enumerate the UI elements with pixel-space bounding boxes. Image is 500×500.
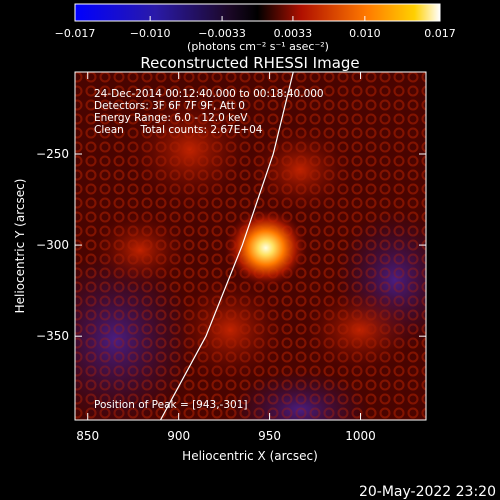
y-tick-label: −250 (36, 147, 69, 161)
x-tick-label: 850 (76, 429, 99, 443)
colorbar-unit-label: (photons cm⁻² s⁻¹ asec⁻²) (187, 40, 329, 53)
colorbar-ticks: −0.017 −0.010 −0.0033 0.0033 0.010 0.017 (55, 16, 456, 40)
x-axis-label: Heliocentric X (arcsec) (182, 449, 318, 463)
annotation-energy-range: Energy Range: 6.0 - 12.0 keV (94, 112, 248, 124)
y-tick-label: −300 (36, 238, 69, 252)
footer-date: 20-May-2022 23:20 (359, 484, 496, 500)
colorbar (74, 3, 441, 22)
plot-frame (74, 71, 427, 421)
colorbar-tick-label: 0.010 (349, 27, 381, 40)
colorbar-tick-label: 0.0033 (274, 27, 313, 40)
axis-ticks: 850 900 950 1000 −250 −300 −350 (36, 72, 426, 443)
colorbar-tick-label: −0.0033 (198, 27, 246, 40)
x-tick-label: 950 (258, 429, 281, 443)
chart-title: Reconstructed RHESSI Image (140, 54, 359, 72)
y-tick-label: −350 (36, 329, 69, 343)
heatmap-image (75, 72, 426, 420)
annotation-detectors: Detectors: 3F 6F 7F 9F, Att 0 (94, 100, 245, 112)
colorbar-tick-label: −0.017 (55, 27, 96, 40)
y-axis-label: Heliocentric Y (arcsec) (13, 179, 27, 314)
x-tick-label: 900 (167, 429, 190, 443)
colorbar-tick-label: −0.010 (130, 27, 171, 40)
annotation-clean-counts: Clean Total counts: 2.67E+04 (94, 124, 263, 136)
peak-source (223, 207, 308, 288)
annotation-time-range: 24-Dec-2014 00:12:40.000 to 00:18:40.000 (94, 88, 324, 100)
annotation-peak-position: Position of Peak = [943,-301] (94, 399, 248, 411)
solar-limb-curve (159, 72, 294, 420)
colorbar-tick-label: 0.017 (424, 27, 456, 40)
x-tick-label: 1000 (345, 429, 376, 443)
